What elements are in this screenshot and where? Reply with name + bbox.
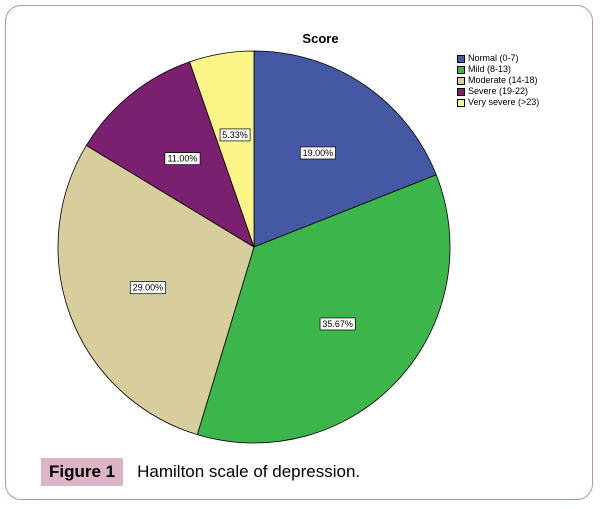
svg-text:11.00%: 11.00% — [168, 154, 198, 164]
slice-label-2: 35.67% — [319, 317, 356, 331]
legend-label: Moderate (14-18) — [468, 75, 538, 85]
legend-item-1: Normal (0-7) — [457, 53, 539, 64]
legend-item-5: Very severe (>23) — [457, 97, 539, 108]
legend-swatch — [457, 98, 465, 107]
legend-swatch — [457, 76, 465, 85]
legend-item-4: Severe (19-22) — [457, 86, 539, 97]
svg-text:29.00%: 29.00% — [133, 283, 164, 293]
legend-label: Very severe (>23) — [468, 97, 540, 107]
pie-slice-2 — [196, 174, 451, 444]
figure-frame — [5, 5, 593, 500]
legend-label: Severe (19-22) — [468, 86, 529, 96]
pie-slice-1 — [253, 50, 437, 248]
legend-label: Mild (8-13) — [468, 64, 512, 74]
legend-swatch — [457, 54, 465, 63]
slice-label-4: 11.00% — [164, 152, 201, 165]
legend-swatch — [457, 87, 465, 96]
figure-caption: Figure 1 Hamilton scale of depression. — [41, 458, 360, 486]
slice-label-5: 5.33% — [219, 128, 251, 142]
legend-label: Normal (0-7) — [468, 53, 519, 63]
slice-label-3: 29.00% — [129, 281, 166, 295]
chart-legend: Normal (0-7) Mild (8-13) Moderate (14-18) S… — [457, 53, 539, 108]
legend-item-2: Mild (8-13) — [457, 64, 539, 75]
figure-caption-text: Hamilton scale of depression. — [137, 462, 361, 481]
slice-label-1: 19.00% — [299, 146, 336, 160]
legend-swatch — [457, 65, 465, 74]
legend-item-3: Moderate (14-18) — [457, 75, 539, 86]
chart-title: Score — [302, 31, 339, 46]
figure-label: Figure 1 — [41, 458, 124, 486]
svg-text:5.33%: 5.33% — [222, 130, 248, 140]
svg-text:19.00%: 19.00% — [303, 148, 334, 158]
svg-text:35.67%: 35.67% — [322, 319, 353, 329]
pie-slice-5 — [189, 50, 255, 248]
